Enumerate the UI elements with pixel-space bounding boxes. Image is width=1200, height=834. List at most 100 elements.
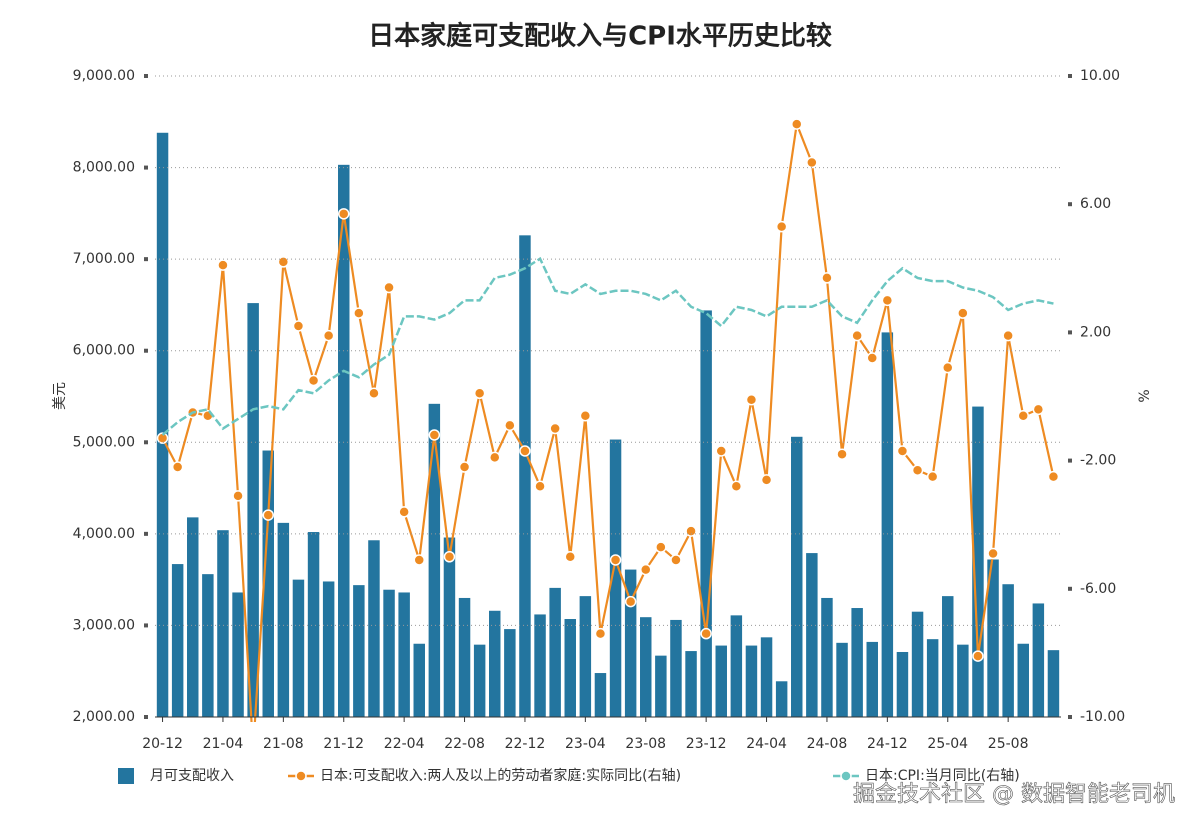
bar: [277, 522, 290, 717]
x-tick-label: 22-04: [384, 736, 425, 752]
chart-title: 日本家庭可支配收入与CPI水平历史比较: [368, 21, 832, 52]
bar: [187, 517, 199, 717]
bar: [217, 530, 229, 717]
bar: [655, 655, 667, 717]
line-point: [791, 118, 803, 130]
bar: [896, 651, 909, 717]
y-tick-mark: [144, 257, 148, 262]
line-point: [972, 650, 984, 662]
line-point: [911, 464, 924, 476]
line-point: [564, 551, 576, 563]
line-point: [1032, 403, 1045, 416]
line-point: [851, 329, 863, 342]
y2-tick-mark: [1068, 74, 1072, 78]
x-tick-label: 22-12: [505, 736, 546, 752]
bar: [715, 645, 727, 717]
line-point: [534, 480, 546, 492]
line-point: [821, 272, 833, 284]
y-tick-label: 9,000.00: [73, 68, 135, 84]
line-point: [594, 627, 607, 640]
legend-icon: [840, 770, 852, 782]
bar: [775, 681, 788, 717]
bar: [292, 579, 305, 717]
line-point: [942, 361, 954, 374]
y-tick-mark: [144, 74, 148, 78]
bar: [866, 641, 878, 717]
x-tick-label: 25-08: [988, 736, 1029, 752]
line-point: [987, 547, 999, 560]
line-point: [730, 480, 743, 492]
bar: [202, 574, 214, 717]
line-point: [443, 551, 456, 563]
bar: [609, 439, 622, 717]
bar: [156, 132, 169, 717]
line-point: [338, 208, 350, 220]
line-point: [775, 220, 788, 233]
line-point: [504, 419, 516, 432]
x-tick-label: 25-04: [927, 736, 968, 752]
line-point: [353, 307, 365, 319]
bar: [700, 310, 712, 717]
y2-tick-label: 6.00: [1080, 196, 1111, 212]
bar: [564, 619, 576, 717]
bar: [987, 559, 999, 717]
bar: [549, 587, 561, 717]
legend-icon: [118, 768, 134, 784]
line-point: [277, 256, 290, 268]
x-tick-label: 24-04: [746, 736, 787, 752]
line-point: [1017, 409, 1029, 422]
x-tick-label: 20-12: [142, 736, 183, 752]
bar: [443, 537, 456, 717]
y2-tick-mark: [1068, 330, 1072, 335]
bar: [670, 619, 682, 717]
y-tick-mark: [144, 531, 148, 536]
bar: [972, 406, 984, 717]
bar: [957, 644, 969, 717]
y-tick-label: 7,000.00: [73, 251, 135, 267]
bar: [926, 639, 939, 717]
line-point: [896, 445, 909, 457]
y2-tick-label: 2.00: [1080, 324, 1111, 340]
y2-tick-label: 10.00: [1080, 68, 1120, 84]
line-point: [322, 329, 335, 342]
line-point: [156, 432, 169, 444]
line-point: [307, 374, 320, 387]
bar: [760, 637, 773, 717]
bar: [171, 564, 184, 717]
line-point: [926, 470, 939, 483]
line-point: [655, 541, 667, 553]
y-tick-label: 8,000.00: [73, 160, 135, 176]
line-point: [248, 744, 258, 754]
y-tick-label: 2,000.00: [73, 709, 135, 725]
y2-tick-label: -6.00: [1080, 581, 1116, 597]
line-point: [670, 554, 682, 566]
bar: [685, 651, 697, 717]
line-point: [866, 352, 878, 364]
y-tick-label: 5,000.00: [73, 434, 135, 450]
bar: [232, 592, 244, 717]
line-point: [745, 393, 758, 406]
bar: [1032, 603, 1045, 717]
y-tick-label: 6,000.00: [73, 343, 135, 359]
line-point: [836, 448, 848, 460]
line-point: [489, 451, 501, 464]
bar: [594, 673, 607, 717]
line-point: [413, 554, 425, 566]
x-tick-label: 23-12: [686, 736, 727, 752]
y-tick-mark: [144, 440, 148, 445]
line-point: [368, 387, 380, 400]
bar: [1002, 584, 1014, 717]
line-point: [458, 461, 471, 473]
bar: [745, 645, 758, 717]
x-tick-label: 21-08: [263, 736, 304, 752]
bar: [504, 629, 516, 717]
line-point: [292, 320, 305, 332]
x-tick-label: 21-04: [203, 736, 244, 752]
line-point: [760, 474, 773, 486]
bar: [247, 303, 259, 717]
legend-label: 日本:可支配收入:两人及以上的劳动者家庭:实际同比(右轴): [320, 767, 681, 784]
x-tick-label: 24-08: [807, 736, 848, 752]
bar: [579, 596, 592, 717]
y-tick-mark: [144, 623, 148, 628]
x-tick-label: 23-08: [625, 736, 666, 752]
